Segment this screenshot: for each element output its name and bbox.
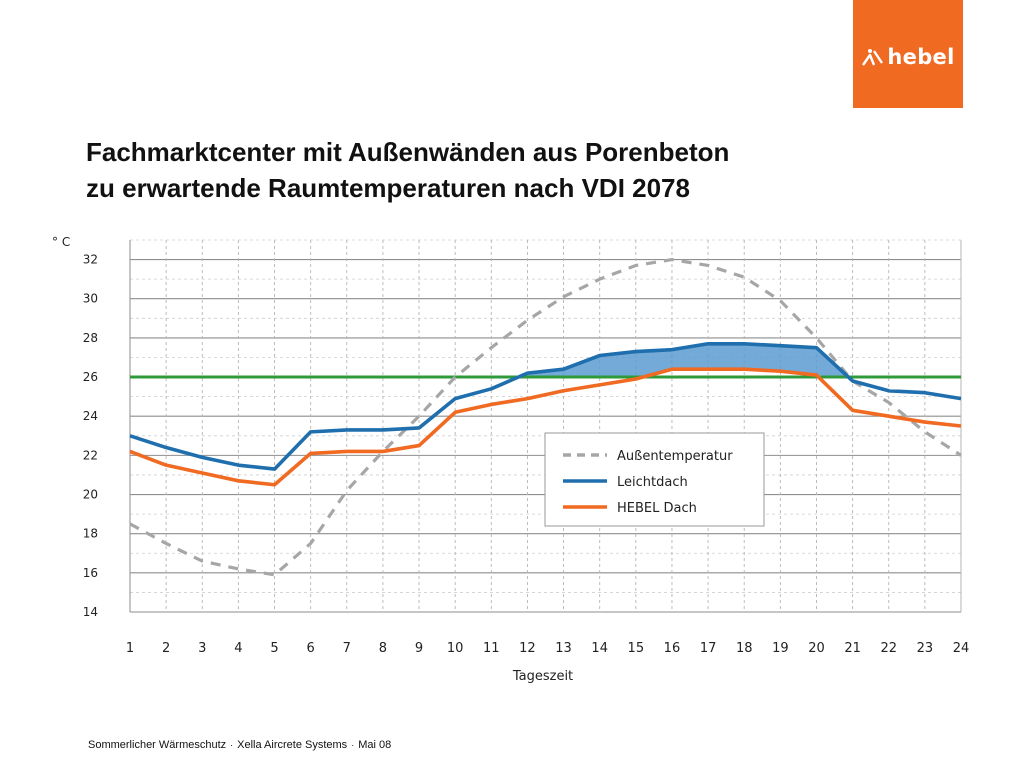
- x-tick-label: 5: [270, 641, 278, 656]
- x-tick-label: 13: [555, 641, 572, 656]
- legend-label-hebel-dach: HEBEL Dach: [617, 501, 697, 516]
- x-tick-label: 14: [591, 641, 608, 656]
- x-tick-label: 7: [343, 641, 351, 656]
- title-line-2: zu erwartende Raumtemperaturen nach VDI …: [86, 173, 690, 203]
- x-tick-label: 24: [953, 641, 970, 656]
- x-tick-label: 15: [628, 641, 645, 656]
- x-tick-label: 9: [415, 641, 423, 656]
- x-tick-label: 12: [519, 641, 536, 656]
- y-axis-ticks: 14 16 18 20 22 24 26 28 30 32: [83, 253, 98, 619]
- x-tick-label: 2: [162, 641, 170, 656]
- footer-date: Mai 08: [358, 739, 392, 751]
- x-tick-label: 18: [736, 641, 753, 656]
- x-tick-label: 8: [379, 641, 387, 656]
- brand-logo: hebel: [853, 0, 963, 108]
- chart-grid: [129, 239, 962, 613]
- x-tick-label: 16: [664, 641, 681, 656]
- x-tick-label: 11: [483, 641, 500, 656]
- x-tick-label: 10: [447, 641, 464, 656]
- x-tick-label: 23: [917, 641, 934, 656]
- x-tick-label: 4: [234, 641, 242, 656]
- chart-series: [129, 257, 962, 577]
- y-tick-label: 30: [83, 292, 98, 306]
- x-axis-ticks: 1 2 3 4 5 6 7 8 9 10 11 12 13 14 15 16 17 18 19 20 21 22 23 24: [126, 641, 969, 656]
- y-tick-label: 26: [83, 370, 98, 384]
- x-tick-label: 6: [307, 641, 315, 656]
- hebel-logo-icon: [862, 49, 884, 66]
- x-tick-label: 17: [700, 641, 717, 656]
- x-tick-label: 21: [844, 641, 861, 656]
- y-tick-label: 16: [83, 566, 98, 580]
- title-line-1: Fachmarktcenter mit Außenwänden aus Pore…: [86, 137, 730, 167]
- x-tick-label: 19: [772, 641, 789, 656]
- series-line-leichtdach: [129, 341, 962, 471]
- y-axis-label: ° C: [52, 235, 70, 249]
- y-tick-label: 28: [83, 331, 98, 345]
- y-tick-label: 24: [83, 409, 98, 423]
- x-tick-label: 22: [880, 641, 897, 656]
- series-line-au-entemperatur: [129, 257, 962, 577]
- y-tick-label: 20: [83, 488, 98, 502]
- footer-company: Xella Aircrete Systems: [237, 739, 348, 751]
- legend-label-au-entemperatur: Außentemperatur: [617, 449, 733, 464]
- x-axis-label: Tageszeit: [512, 669, 573, 684]
- x-tick-label: 1: [126, 641, 134, 656]
- x-tick-label: 20: [808, 641, 825, 656]
- page-title: Fachmarktcenter mit Außenwänden aus Pore…: [86, 134, 729, 206]
- y-tick-label: 32: [83, 253, 98, 267]
- chart-legend: Außentemperatur Leichtdach HEBEL Dach: [544, 432, 765, 527]
- legend-label-leichtdach: Leichtdach: [617, 475, 688, 490]
- logo-text: hebel: [887, 45, 955, 69]
- y-tick-label: 22: [83, 448, 98, 462]
- footer-separator: ·: [351, 740, 355, 750]
- y-tick-label: 18: [83, 527, 98, 541]
- footer-separator: ·: [230, 740, 234, 750]
- y-tick-label: 14: [83, 605, 98, 619]
- series-line-hebel-dach: [129, 367, 962, 487]
- footer-topic: Sommerlicher Wärmeschutz: [88, 739, 227, 751]
- footer: Sommerlicher Wärmeschutz · Xella Aircrete …: [88, 739, 391, 751]
- x-tick-label: 3: [198, 641, 206, 656]
